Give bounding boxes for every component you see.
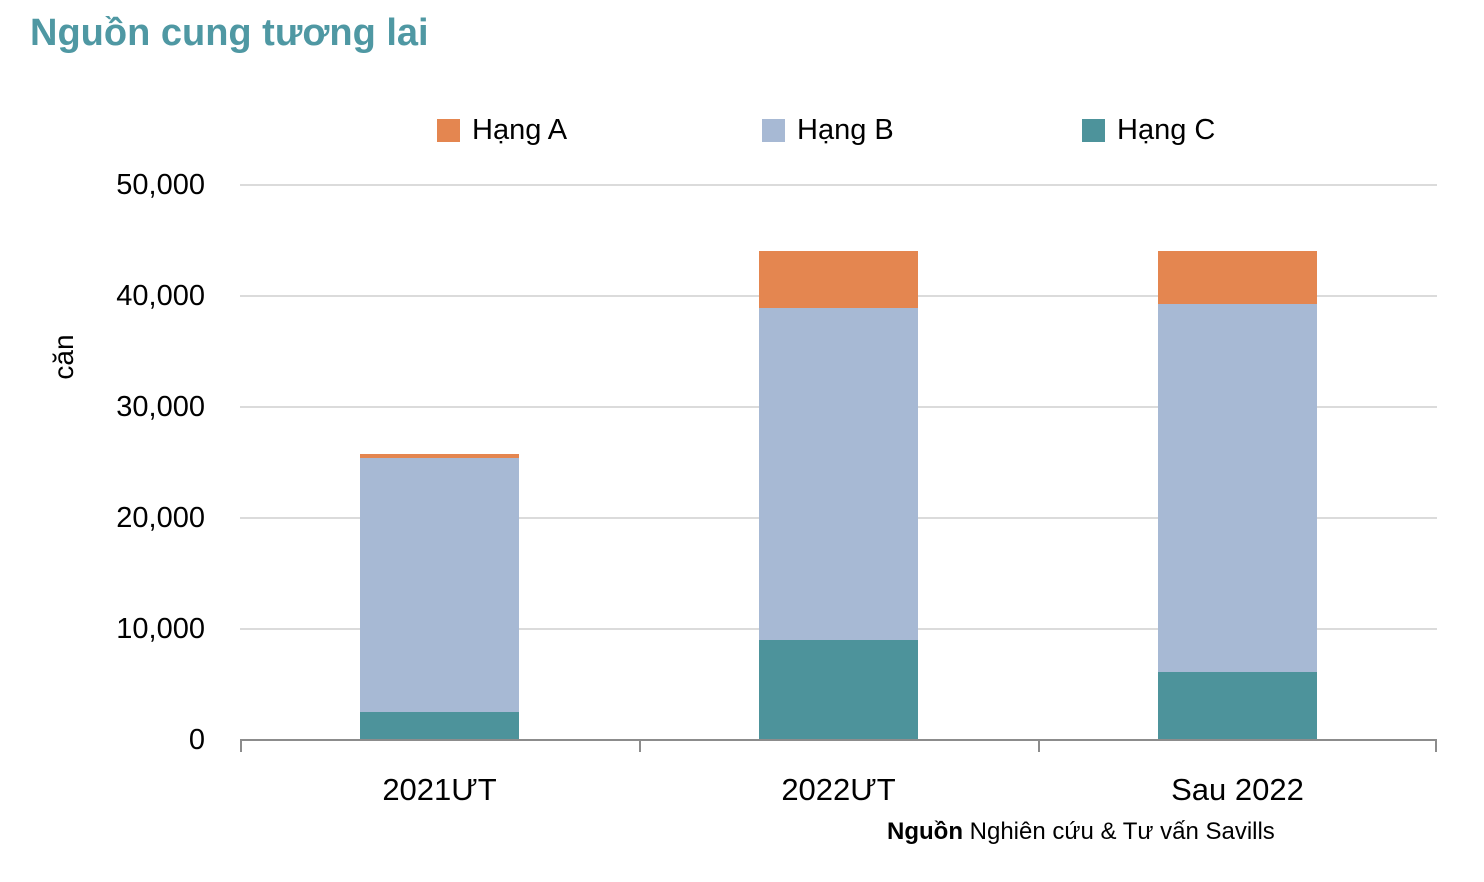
bar-segment-Hạng B-Sau 2022 — [1158, 303, 1317, 673]
bar-segment-Hạng C-Sau 2022 — [1158, 672, 1317, 739]
bar-segment-Hạng C-2022ƯT — [759, 640, 918, 739]
x-axis-tick — [240, 740, 242, 752]
legend-label-hang-c: Hạng C — [1117, 114, 1216, 146]
y-tick-label: 0 — [188, 724, 205, 756]
x-label-Sau 2022: Sau 2022 — [1171, 772, 1304, 807]
bar-2021ƯT — [360, 453, 519, 739]
plot-area — [240, 184, 1437, 752]
y-tick-label: 30,000 — [116, 391, 205, 423]
source-label: Nguồn — [887, 818, 963, 845]
y-tick-label: 10,000 — [116, 613, 205, 645]
bar-segment-Hạng A-Sau 2022 — [1158, 250, 1317, 304]
legend: Hạng A Hạng B Hạng C — [0, 112, 1484, 152]
legend-item-hang-c: Hạng C — [1082, 112, 1215, 148]
bar-Sau 2022 — [1158, 250, 1317, 739]
source-line: Nguồn Nghiên cứu & Tư vấn Savills — [887, 818, 1275, 846]
x-axis-labels: 2021ƯT 2022ƯT Sau 2022 — [240, 772, 1437, 812]
x-axis-tick — [1038, 740, 1040, 752]
x-axis-tick — [639, 740, 641, 752]
x-axis-line — [240, 739, 1437, 741]
legend-label-hang-b: Hạng B — [797, 114, 894, 146]
legend-swatch-hang-c — [1082, 118, 1105, 142]
x-axis-tick — [1435, 740, 1437, 752]
page-title: Nguồn cung tương lai — [30, 12, 429, 54]
bar-segment-Hạng B-2021ƯT — [360, 458, 519, 713]
y-tick-label: 20,000 — [116, 502, 205, 534]
x-label-2021ƯT: 2021ƯT — [382, 772, 497, 807]
y-tick-label: 50,000 — [116, 169, 205, 201]
bar-2022ƯT — [759, 250, 918, 739]
bar-segment-Hạng A-2022ƯT — [759, 250, 918, 309]
source-text: Nghiên cứu & Tư vấn Savills — [962, 818, 1275, 845]
legend-swatch-hang-b — [762, 118, 785, 142]
bar-segment-Hạng A-2021ƯT — [360, 453, 519, 459]
legend-swatch-hang-a — [437, 118, 460, 142]
y-axis-title: căn — [48, 334, 79, 380]
legend-item-hang-a: Hạng A — [437, 112, 567, 148]
legend-item-hang-b: Hạng B — [762, 112, 894, 148]
bar-segment-Hạng C-2021ƯT — [360, 712, 519, 739]
bar-segment-Hạng B-2022ƯT — [759, 308, 918, 641]
legend-label-hang-a: Hạng A — [472, 114, 568, 146]
y-tick-label: 40,000 — [116, 280, 205, 312]
gridline — [240, 184, 1437, 186]
x-label-2022ƯT: 2022ƯT — [781, 772, 896, 807]
